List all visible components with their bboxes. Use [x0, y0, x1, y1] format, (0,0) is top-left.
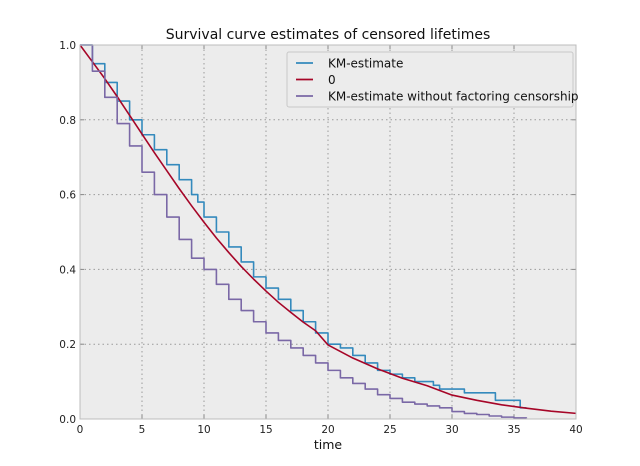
legend-label: KM-estimate without factoring censorship	[328, 90, 579, 104]
y-tick-label: 0.0	[59, 414, 76, 426]
x-tick-label: 30	[445, 424, 458, 436]
x-tick-label: 0	[77, 424, 84, 436]
x-tick-label: 35	[507, 424, 520, 436]
x-tick-label: 20	[321, 424, 334, 436]
series-line-2	[80, 44, 528, 419]
x-axis-label: time	[314, 437, 343, 452]
y-tick-label: 0.8	[59, 115, 76, 127]
legend-label: KM-estimate	[328, 57, 403, 71]
y-tick-label: 1.0	[59, 40, 76, 52]
y-tick-label: 0.4	[59, 264, 76, 276]
x-tick-label: 40	[569, 424, 582, 436]
y-tick-label: 0.2	[59, 339, 76, 351]
x-tick-label: 5	[139, 424, 146, 436]
plot-frame	[79, 44, 577, 420]
legend: KM-estimate 0 KM-estimate without factorin…	[286, 51, 579, 108]
legend-box	[286, 51, 574, 108]
x-tick-label: 15	[259, 424, 272, 436]
x-tick-label: 25	[383, 424, 396, 436]
chart-title: Survival curve estimates of censored lif…	[166, 27, 491, 43]
series-group	[79, 44, 577, 419]
y-tick-label: 0.6	[59, 190, 76, 202]
series-line-1	[79, 44, 577, 415]
legend-label: 0	[328, 73, 336, 87]
series-line-0	[80, 44, 527, 409]
x-tick-label: 10	[197, 424, 210, 436]
